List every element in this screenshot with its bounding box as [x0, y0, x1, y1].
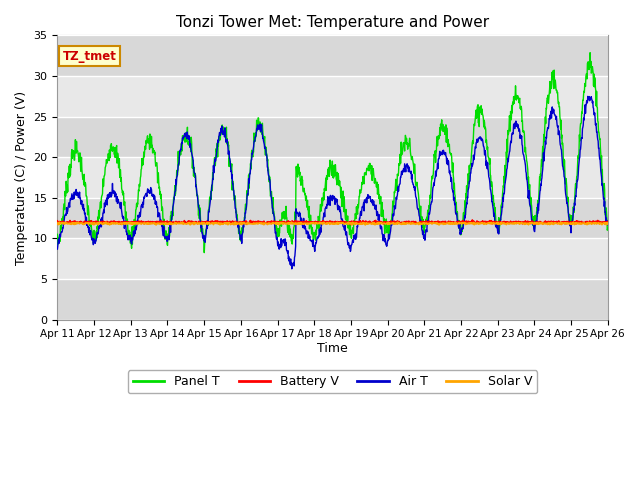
Bar [58, 117, 608, 157]
Legend: Panel T, Battery V, Air T, Solar V: Panel T, Battery V, Air T, Solar V [128, 370, 537, 393]
Bar [58, 76, 608, 117]
Bar [58, 239, 608, 279]
Bar [58, 198, 608, 239]
X-axis label: Time: Time [317, 342, 348, 355]
Bar [58, 279, 608, 320]
Title: Tonzi Tower Met: Temperature and Power: Tonzi Tower Met: Temperature and Power [176, 15, 489, 30]
Bar [58, 157, 608, 198]
Bar [58, 36, 608, 76]
Text: TZ_tmet: TZ_tmet [63, 49, 116, 62]
Y-axis label: Temperature (C) / Power (V): Temperature (C) / Power (V) [15, 91, 28, 264]
